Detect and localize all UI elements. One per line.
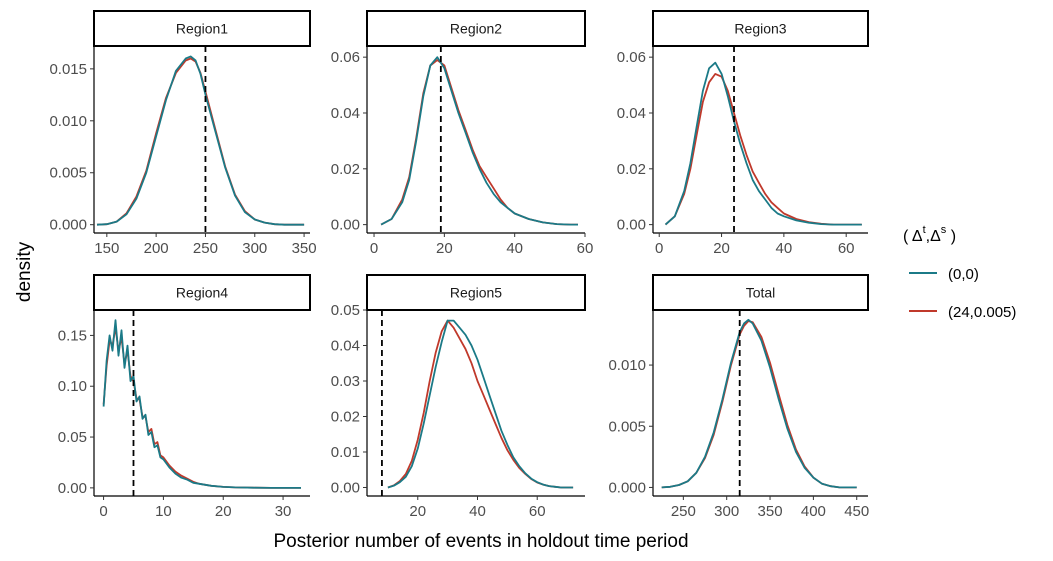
density-line-baseline xyxy=(380,56,578,226)
x-tick-label: 40 xyxy=(506,240,523,257)
panel-region5: Region5 20 40 60 0.00 0.01 0.02 0.03 0.04 0.05 xyxy=(331,274,586,520)
y-tick-label: 0.04 xyxy=(331,105,360,122)
panel-region1: Region1 150 200 250 300 350 0.000 0.005 0.010 0.0… xyxy=(49,10,317,257)
density-line-baseline xyxy=(661,318,857,489)
strip-total xyxy=(652,274,869,311)
density-line-perturbed xyxy=(96,57,305,226)
strip-label-total: Total xyxy=(746,285,776,301)
x-tick-label: 300 xyxy=(242,240,267,257)
x-tick-label: 40 xyxy=(776,240,793,257)
panel-region2: Region2 0 20 40 60 0.00 0.02 0.04 0.06 xyxy=(331,10,594,257)
y-tick-label: 0.03 xyxy=(331,373,360,390)
y-tick-label: 0.00 xyxy=(58,480,87,497)
x-tick-label: 250 xyxy=(193,240,218,257)
x-tick-label: 450 xyxy=(844,503,869,520)
x-tick-label: 10 xyxy=(155,503,172,520)
x-axis-title: Posterior number of events in holdout ti… xyxy=(273,531,688,552)
y-tick-label: 0.05 xyxy=(331,302,360,319)
y-tick-label: 0.010 xyxy=(608,357,646,374)
strip-label-region2: Region2 xyxy=(450,21,502,37)
legend-label-0: (0,0) xyxy=(948,266,979,283)
panel-region4: Region4 0 10 20 30 0.00 0.05 0.10 0.15 xyxy=(58,274,311,520)
strip-label-region4: Region4 xyxy=(176,285,228,301)
x-tick-label: 20 xyxy=(409,503,426,520)
x-tick-label: 400 xyxy=(801,503,826,520)
y-tick-label: 0.00 xyxy=(617,217,646,234)
y-tick-label: 0.02 xyxy=(617,161,646,178)
panel-region3: Region3 0 20 40 60 0.00 0.02 0.04 0.06 xyxy=(617,10,869,257)
density-line-baseline xyxy=(102,319,301,489)
density-line-baseline xyxy=(387,319,574,489)
density-line-baseline xyxy=(96,55,305,226)
y-tick-label: 0.000 xyxy=(49,217,87,234)
legend-label-1: (24,0.005) xyxy=(948,304,1016,321)
y-tick-label: 0.010 xyxy=(49,113,87,130)
strip-region5 xyxy=(366,274,586,311)
y-tick-label: 0.000 xyxy=(608,479,646,496)
panel-total: Total 250 300 350 400 450 0.000 0.005 0.010 xyxy=(608,274,869,520)
y-tick-label: 0.02 xyxy=(331,161,360,178)
x-tick-label: 60 xyxy=(838,240,855,257)
x-tick-label: 40 xyxy=(469,503,486,520)
x-tick-label: 20 xyxy=(215,503,232,520)
x-tick-label: 200 xyxy=(144,240,169,257)
x-tick-label: 20 xyxy=(713,240,730,257)
x-tick-label: 350 xyxy=(292,240,317,257)
x-tick-label: 300 xyxy=(714,503,739,520)
y-axis-title: density xyxy=(14,241,35,302)
strip-label-region5: Region5 xyxy=(450,285,502,301)
strip-region2 xyxy=(366,10,586,47)
y-tick-label: 0.04 xyxy=(331,337,360,354)
x-tick-label: 60 xyxy=(577,240,594,257)
x-tick-label: 0 xyxy=(655,240,663,257)
y-tick-label: 0.005 xyxy=(608,418,646,435)
density-line-perturbed xyxy=(661,320,857,489)
x-tick-label: 250 xyxy=(671,503,696,520)
density-line-perturbed xyxy=(664,73,862,226)
strip-region1 xyxy=(93,10,311,47)
x-tick-label: 0 xyxy=(99,503,107,520)
x-tick-label: 20 xyxy=(436,240,453,257)
y-tick-label: 0.15 xyxy=(58,327,87,344)
legend-title: ( Δt,Δs ) xyxy=(903,224,956,245)
y-tick-label: 0.015 xyxy=(49,61,87,78)
x-tick-label: 350 xyxy=(758,503,783,520)
density-line-perturbed xyxy=(380,59,578,226)
x-tick-label: 0 xyxy=(370,240,378,257)
y-tick-label: 0.10 xyxy=(58,378,87,395)
density-line-perturbed xyxy=(387,319,574,489)
strip-label-region1: Region1 xyxy=(176,21,228,37)
y-tick-label: 0.00 xyxy=(331,217,360,234)
y-tick-label: 0.04 xyxy=(617,105,646,122)
strip-region4 xyxy=(93,274,311,311)
x-tick-label: 30 xyxy=(275,503,292,520)
density-line-baseline xyxy=(664,61,862,226)
y-tick-label: 0.05 xyxy=(58,429,87,446)
strip-region3 xyxy=(652,10,869,47)
strip-label-region3: Region3 xyxy=(734,21,786,37)
y-tick-label: 0.00 xyxy=(331,479,360,496)
y-tick-label: 0.02 xyxy=(331,408,360,425)
y-tick-label: 0.06 xyxy=(617,49,646,66)
x-tick-label: 150 xyxy=(94,240,119,257)
y-tick-label: 0.06 xyxy=(331,49,360,66)
y-tick-label: 0.005 xyxy=(49,165,87,182)
legend: ( Δt,Δs ) (0,0) (24,0.005) xyxy=(903,224,1016,321)
y-tick-label: 0.01 xyxy=(331,444,360,461)
x-tick-label: 60 xyxy=(529,503,546,520)
